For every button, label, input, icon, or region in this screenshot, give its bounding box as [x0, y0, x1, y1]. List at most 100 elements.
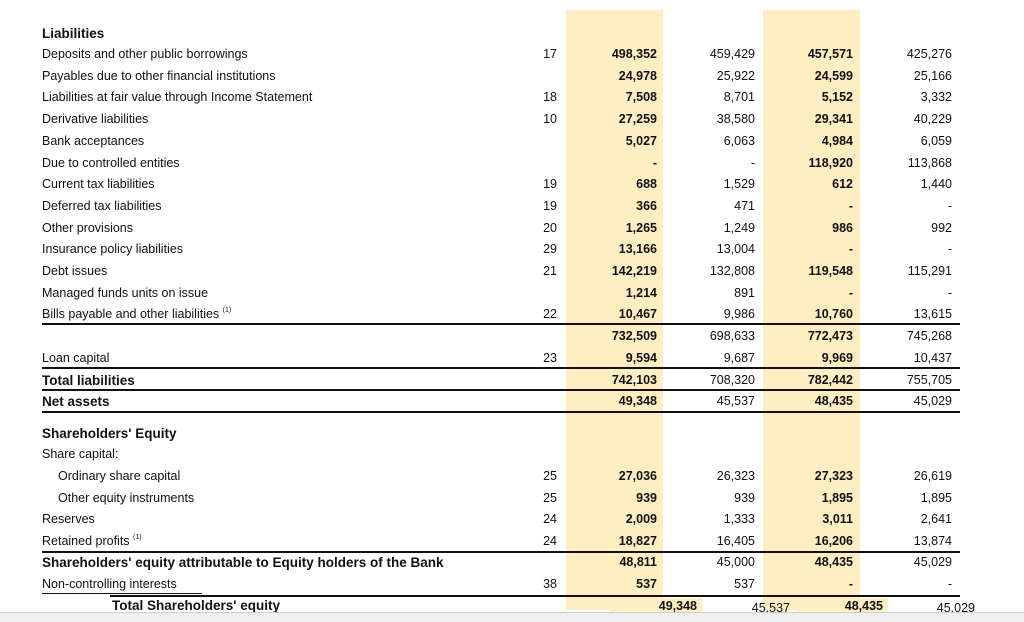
value-cell: 13,166 — [618, 242, 657, 257]
row-label-text: Managed funds units on issue — [42, 285, 209, 300]
section-header: Shareholders' Equity — [42, 426, 177, 441]
row-label-text: Other provisions — [42, 220, 134, 235]
table-row: Due to controlled entities - - 118,920 113,8… — [0, 153, 1024, 174]
value-cell: 3,011 — [822, 512, 853, 526]
value-cell: 115,291 — [907, 264, 952, 278]
row-label-text: Due to controlled entities — [42, 155, 180, 170]
value-cell: 9,986 — [723, 307, 755, 322]
note-cell: 25 — [543, 490, 557, 505]
note-cell: 23 — [543, 350, 557, 365]
highlight-total-1 — [610, 598, 702, 612]
row-label: Bank acceptances — [42, 134, 144, 148]
table-row: Retained profits (1) 24 18,827 16,405 16,206… — [0, 531, 1024, 552]
table-row: Reserves 24 2,009 1,333 3,011 2,641 — [0, 509, 1024, 530]
value-cell: 698,633 — [709, 329, 755, 344]
row-label-text: Derivative liabilities — [42, 112, 149, 127]
value-cell: 2,641 — [920, 512, 952, 526]
note-cell: 19 — [543, 177, 557, 192]
footnote-marker: (1) — [133, 533, 142, 541]
value-cell: 992 — [931, 220, 952, 235]
row-label-text: Insurance policy liabilities — [42, 242, 184, 257]
section-header: Liabilities — [42, 26, 105, 41]
note-cell: 20 — [543, 220, 557, 235]
note-cell: 38 — [543, 576, 557, 591]
value-cell: 1,895 — [821, 490, 853, 505]
row-label-text: Payables due to other financial institut… — [42, 68, 276, 83]
row-label: Loan capital — [42, 351, 109, 365]
divider — [42, 593, 202, 594]
highlight-column-1 — [566, 10, 663, 610]
value-cell: 891 — [734, 285, 755, 300]
value-cell: 9,594 — [625, 350, 657, 365]
value-cell: 742,103 — [611, 372, 657, 387]
value-cell: 25,922 — [716, 68, 755, 83]
value-cell: - — [848, 576, 853, 591]
value-cell: 40,229 — [913, 112, 952, 127]
value-cell: 772,473 — [807, 329, 853, 344]
value-cell: 13,874 — [913, 533, 952, 548]
value-cell: 9,687 — [723, 350, 755, 365]
row-label-text: Non-controlling interests — [42, 576, 177, 591]
row-label-text: Shareholders' equity attributable to Equ… — [42, 555, 444, 570]
row-label-text: Bank acceptances — [42, 133, 145, 148]
divider — [42, 411, 960, 413]
row-label-text: Bills payable and other liabilities — [42, 307, 220, 322]
value-cell: 732,509 — [611, 329, 657, 344]
value-cell: 1,249 — [723, 220, 755, 235]
value-cell: 537 — [734, 576, 755, 591]
row-label: Derivative liabilities — [42, 112, 148, 126]
value-cell: 132,808 — [709, 264, 755, 278]
table-row: Liabilities at fair value through Income… — [0, 87, 1024, 108]
table-row: Current tax liabilities 19 688 1,529 612 1,44… — [0, 174, 1024, 195]
table-row: Non-controlling interests 38 537 537 - - — [0, 574, 1024, 595]
table-row: Debt issues 21 142,219 132,808 119,548 115,29… — [0, 261, 1024, 282]
note-cell: 17 — [543, 47, 557, 61]
value-cell: 24,978 — [618, 68, 657, 83]
row-label-text: Other equity instruments — [58, 490, 195, 505]
table-row: 732,509 698,633 772,473 745,268 — [0, 326, 1024, 347]
divider — [42, 323, 960, 325]
value-cell: 688 — [636, 177, 657, 192]
value-cell: 45,537 — [751, 601, 790, 615]
table-row: Ordinary share capital 25 27,036 26,323 27,3… — [0, 466, 1024, 487]
value-cell: - — [848, 285, 853, 300]
value-cell: 5,152 — [821, 90, 853, 105]
table-row: Shareholders' equity attributable to Equ… — [0, 552, 1024, 573]
horizontal-scrollbar[interactable] — [0, 612, 1024, 622]
row-label: Current tax liabilities — [42, 177, 155, 191]
value-cell: 986 — [832, 220, 853, 235]
row-label: Total liabilities — [42, 373, 135, 388]
value-cell: 49,348 — [658, 599, 697, 613]
value-cell: 45,029 — [936, 601, 975, 615]
note-cell: 10 — [543, 112, 557, 127]
value-cell: 1,529 — [723, 177, 755, 192]
note-cell: 19 — [543, 198, 557, 213]
value-cell: 29,341 — [814, 112, 853, 127]
value-cell: 708,320 — [709, 372, 755, 387]
value-cell: 27,259 — [618, 112, 657, 127]
note-cell: 24 — [543, 512, 557, 526]
value-cell: 45,029 — [913, 555, 952, 569]
table-row: Bank acceptances 5,027 6,063 4,984 6,059 — [0, 131, 1024, 152]
row-label: Managed funds units on issue — [42, 286, 208, 300]
value-cell: 537 — [636, 576, 657, 591]
value-cell: 782,442 — [807, 372, 853, 387]
highlight-column-3 — [763, 10, 860, 610]
value-cell: 745,268 — [906, 329, 952, 344]
value-cell: 498,352 — [611, 47, 657, 61]
row-label: Net assets — [42, 394, 110, 409]
value-cell: 10,760 — [814, 307, 853, 322]
value-cell: 25,166 — [913, 68, 952, 83]
row-label: Deposits and other public borrowings — [42, 47, 248, 61]
total-equity-row: Total Shareholders' equity 49,348 45,537… — [0, 596, 1024, 617]
note-cell: 29 — [543, 242, 557, 257]
value-cell: 48,435 — [844, 599, 883, 613]
row-label: Debt issues — [42, 264, 107, 278]
value-cell: - — [947, 576, 952, 591]
row-label: Due to controlled entities — [42, 156, 180, 170]
value-cell: 113,868 — [907, 155, 952, 170]
value-cell: 471 — [734, 198, 755, 213]
value-cell: 5,027 — [625, 133, 657, 148]
value-cell: 1,265 — [625, 220, 657, 235]
note-cell: 24 — [543, 533, 557, 548]
